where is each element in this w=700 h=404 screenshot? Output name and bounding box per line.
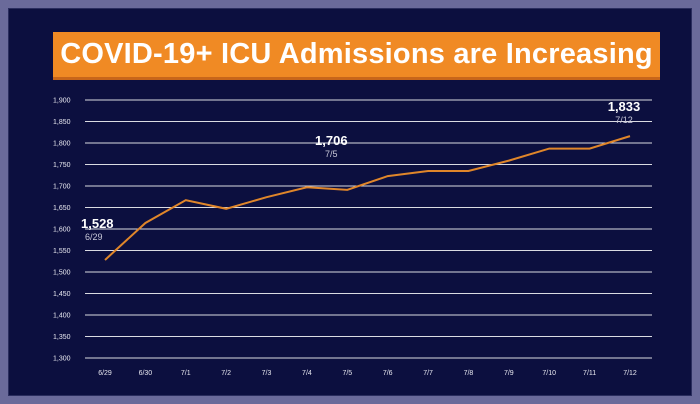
x-tick-label: 7/8: [464, 370, 474, 377]
y-tick-label: 1,900: [53, 98, 71, 105]
x-axis-ticks: 6/29 6/30 7/1 7/2 7/3 7/4 7/5 7/6 7/7 7/8 7/9 7/10 7…: [98, 370, 637, 377]
y-axis-ticks: 1,900 1,850 1,800 1,750 1,700 1,650 1,600 1,550…: [53, 98, 71, 363]
x-tick-label: 7/5: [342, 370, 352, 377]
title-banner: COVID-19+ ICU Admissions are Increasing: [53, 32, 660, 80]
x-tick-label: 7/9: [504, 370, 514, 377]
y-tick-label: 1,400: [53, 313, 71, 320]
x-tick-label: 7/6: [383, 370, 393, 377]
annotation-date: 6/29: [85, 232, 103, 242]
y-tick-label: 1,350: [53, 334, 71, 341]
annotation-value: 1,833: [608, 99, 641, 114]
y-tick-label: 1,700: [53, 184, 71, 191]
x-tick-label: 6/29: [98, 370, 112, 377]
x-tick-label: 7/12: [623, 370, 637, 377]
y-tick-label: 1,450: [53, 291, 71, 298]
chart-title: COVID-19+ ICU Admissions are Increasing: [60, 38, 653, 70]
series-line: [104, 135, 631, 261]
x-tick-label: 7/2: [221, 370, 231, 377]
y-tick-label: 1,500: [53, 270, 71, 277]
x-tick-label: 6/30: [139, 370, 153, 377]
annotation-date: 7/12: [615, 115, 633, 125]
grid-lines: [85, 99, 652, 359]
annotation-value: 1,528: [81, 216, 114, 231]
y-tick-label: 1,300: [53, 356, 71, 363]
x-tick-label: 7/10: [542, 370, 556, 377]
x-tick-label: 7/11: [583, 370, 596, 377]
y-tick-label: 1,850: [53, 119, 71, 126]
series-line-layer: [104, 135, 631, 261]
annotation-value: 1,706: [315, 133, 348, 148]
y-tick-label: 1,550: [53, 248, 71, 255]
y-tick-label: 1,600: [53, 227, 71, 234]
y-tick-label: 1,650: [53, 205, 71, 212]
x-tick-label: 7/3: [262, 370, 272, 377]
y-tick-label: 1,750: [53, 162, 71, 169]
x-tick-label: 7/1: [181, 370, 191, 377]
x-tick-label: 7/7: [423, 370, 433, 377]
annotation-date: 7/5: [325, 149, 338, 159]
x-tick-label: 7/4: [302, 370, 312, 377]
y-tick-label: 1,800: [53, 141, 71, 148]
